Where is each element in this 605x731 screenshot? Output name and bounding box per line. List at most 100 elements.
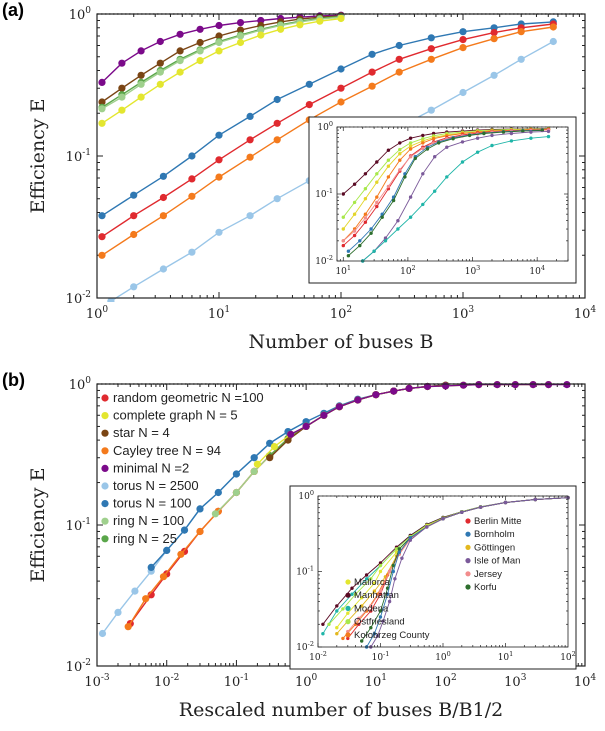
data-point xyxy=(385,592,390,596)
data-point xyxy=(375,200,379,205)
data-point xyxy=(358,243,362,248)
data-point xyxy=(337,14,345,23)
x-tick-label: 104 xyxy=(529,264,545,277)
data-point xyxy=(459,36,467,44)
data-point xyxy=(433,189,437,193)
data-point xyxy=(156,80,164,88)
y-tick-label: 100 xyxy=(317,120,333,133)
legend-label: Cayley tree N = 94 xyxy=(113,443,221,458)
data-point xyxy=(215,38,223,47)
data-point xyxy=(372,589,377,593)
data-point xyxy=(353,592,358,596)
data-point xyxy=(360,604,364,608)
data-point xyxy=(188,152,196,160)
data-point xyxy=(386,184,391,189)
series-line xyxy=(101,23,554,238)
x-tick-label: 100 xyxy=(435,650,451,663)
legend-marker xyxy=(101,429,109,437)
data-point xyxy=(156,37,164,46)
data-point xyxy=(378,569,383,574)
data-point xyxy=(509,139,514,143)
data-point xyxy=(398,147,402,152)
data-point xyxy=(408,215,413,219)
y-axis-label: Efficiency E xyxy=(27,468,49,583)
data-point xyxy=(408,147,413,151)
data-point xyxy=(215,228,223,236)
data-point xyxy=(517,55,525,63)
data-point xyxy=(421,146,425,151)
data-point xyxy=(137,93,145,101)
data-point xyxy=(375,195,379,199)
data-point xyxy=(475,136,480,140)
y-tick-label: 10-2 xyxy=(66,290,91,307)
data-point xyxy=(396,227,400,231)
series-line xyxy=(343,128,549,195)
data-point xyxy=(408,141,413,145)
data-point xyxy=(445,175,449,179)
data-point xyxy=(363,212,368,216)
data-point xyxy=(352,182,357,186)
data-point xyxy=(156,68,164,76)
legend-marker xyxy=(465,558,471,564)
data-point xyxy=(177,550,185,558)
data-point xyxy=(395,41,403,50)
data-point xyxy=(273,195,281,203)
y-tick-label: 10-1 xyxy=(66,517,91,534)
data-point xyxy=(364,609,369,613)
data-point xyxy=(305,101,313,109)
data-point xyxy=(421,172,425,176)
legend-marker xyxy=(345,592,351,598)
data-point xyxy=(378,592,383,596)
data-point xyxy=(529,136,533,140)
data-point xyxy=(378,589,383,593)
plot-b-main: 10-3 10-2 10-1 100 101 102 103 10410-210-1100Re… xyxy=(27,376,596,721)
data-point xyxy=(215,32,223,40)
data-point xyxy=(236,26,245,34)
legend: random geometric N =100 complete graph N … xyxy=(101,390,264,546)
data-point xyxy=(130,191,138,199)
data-point xyxy=(437,141,441,145)
data-point xyxy=(137,71,145,79)
data-point xyxy=(137,80,145,88)
data-point xyxy=(98,105,106,113)
legend: Berlin Mitte Bornholm Göttingen Isle of Man… xyxy=(345,516,522,641)
data-point xyxy=(460,140,465,144)
data-point xyxy=(130,212,138,220)
inset-box xyxy=(289,485,577,670)
data-point xyxy=(341,243,345,248)
data-point xyxy=(398,141,402,145)
data-point xyxy=(369,227,373,231)
series-line xyxy=(370,497,569,648)
data-point xyxy=(352,212,357,216)
plot-frame xyxy=(96,13,586,299)
data-point xyxy=(490,71,498,79)
data-point xyxy=(257,31,265,39)
data-point xyxy=(232,488,240,497)
data-point xyxy=(196,505,204,513)
legend-label: complete graph N = 5 xyxy=(113,408,238,423)
series-line xyxy=(362,130,549,262)
data-point xyxy=(387,569,392,574)
data-point xyxy=(257,26,265,34)
legend-label: ring N = 100 xyxy=(113,513,184,528)
data-point xyxy=(159,212,167,220)
data-point xyxy=(176,68,184,76)
data-point xyxy=(287,430,295,438)
data-point xyxy=(368,82,376,90)
data-point xyxy=(421,141,425,145)
x-tick-label: 103 xyxy=(504,673,527,690)
data-point xyxy=(215,131,223,139)
data-point xyxy=(397,550,401,554)
data-point xyxy=(378,609,383,613)
data-point xyxy=(369,609,373,613)
y-tick-label: 10-1 xyxy=(315,187,333,200)
data-point xyxy=(346,636,350,641)
legend-label: Bornholm xyxy=(474,529,515,540)
data-point xyxy=(393,577,397,581)
data-point xyxy=(395,68,403,76)
series-line xyxy=(101,16,342,110)
data-point xyxy=(521,129,525,133)
data-point xyxy=(159,193,167,202)
data-point xyxy=(445,145,449,149)
data-point xyxy=(305,80,313,88)
